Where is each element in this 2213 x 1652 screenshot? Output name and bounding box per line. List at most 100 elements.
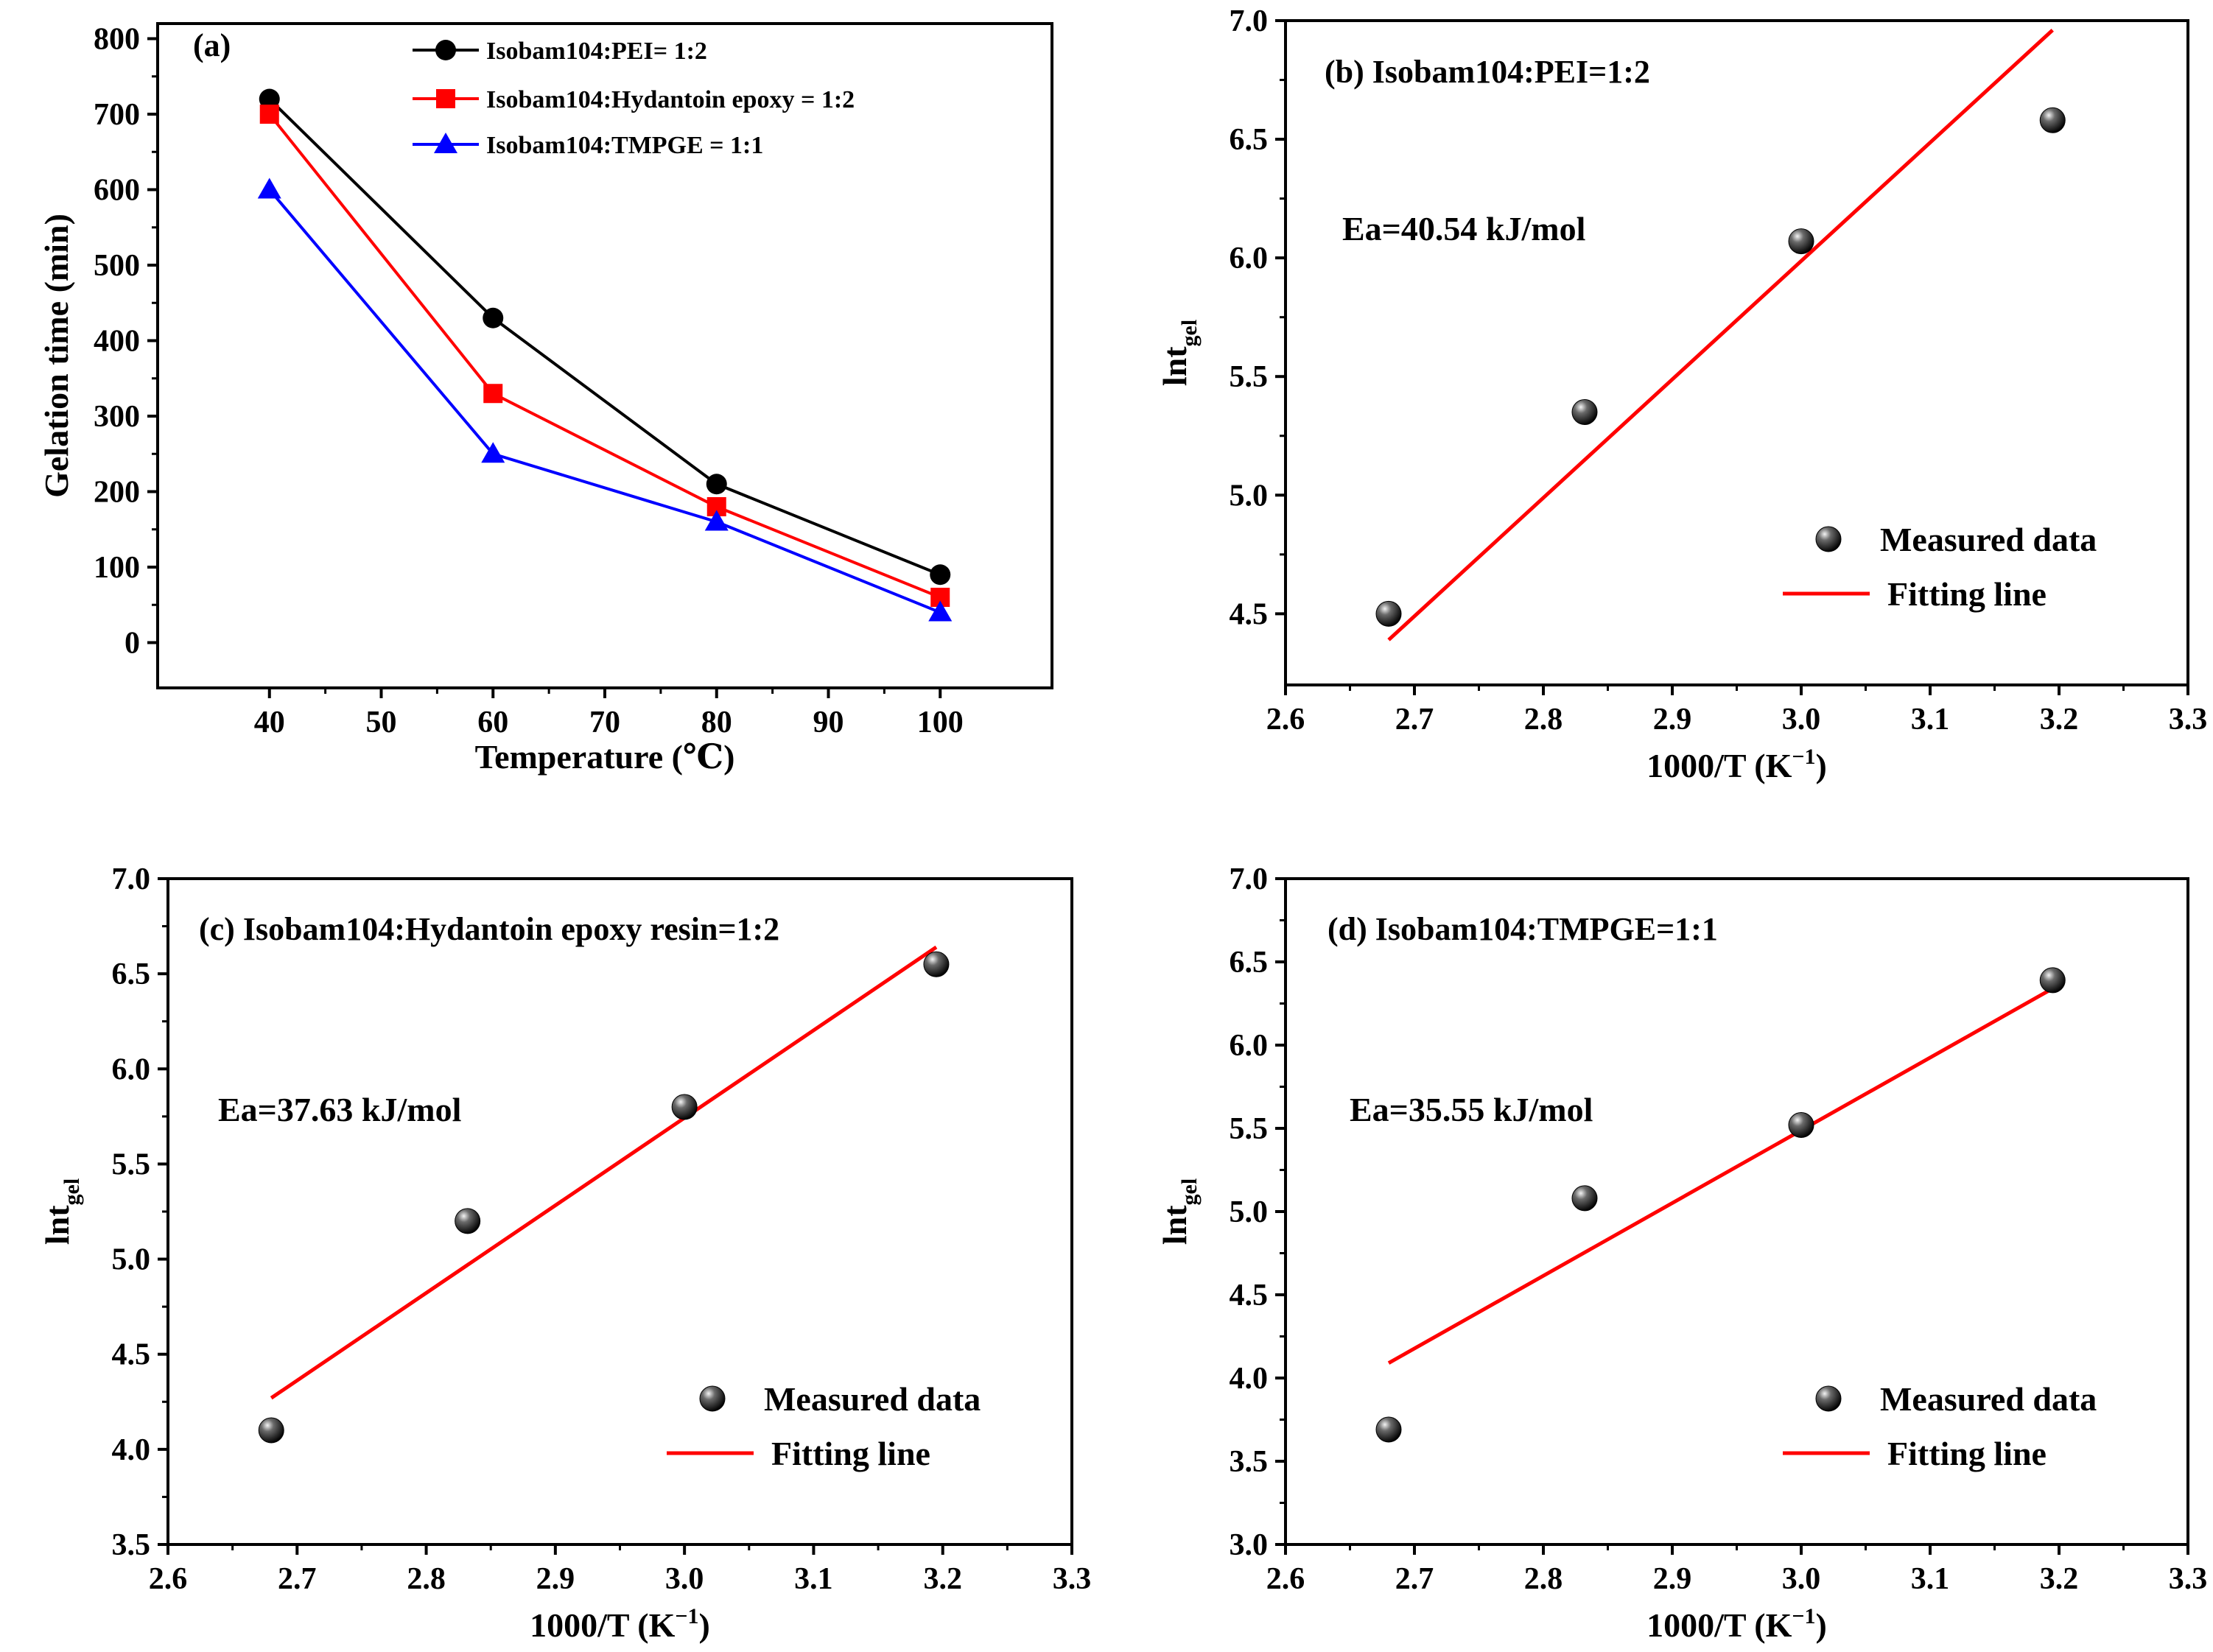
- y-tick-label: 7.0: [1230, 862, 1269, 896]
- fitting-line: [270, 945, 938, 1400]
- x-tick-label: 3.2: [923, 1562, 962, 1596]
- measured-data-point: [455, 1208, 481, 1234]
- measured-data-point: [923, 951, 950, 977]
- legend-marker-measured: [699, 1385, 726, 1412]
- x-tick-label: 2.7: [278, 1562, 317, 1596]
- legend-label-measured: Measured data: [764, 1380, 981, 1418]
- y-tick-label: 200: [94, 476, 140, 510]
- chart-panel-c: 2.6 2.7 2.8 2.9 3.0 3.1 3.2 3.3 3.5 4.0 4.5 5.0 5.5 6…: [38, 862, 1091, 1644]
- y-tick-label: 700: [94, 98, 140, 132]
- y-tick-label: 6.0: [112, 1052, 151, 1086]
- y-axis-label: Gelation time (min): [38, 214, 75, 498]
- x-tick-label: 2.9: [536, 1562, 575, 1596]
- fitting-line: [1387, 986, 2054, 1365]
- x-axis-label: 1000/T (K−1): [1646, 745, 1827, 784]
- data-point: [259, 105, 279, 124]
- panel-c-plot-frame: [166, 877, 1073, 1546]
- x-tick-label: 2.6: [1266, 703, 1305, 737]
- activation-energy-annotation: Ea=35.55 kJ/mol: [1350, 1091, 1593, 1128]
- x-tick-label: 3.1: [1911, 703, 1950, 737]
- legend: Measured data Fitting line: [667, 1380, 981, 1472]
- x-tick-label: 3.0: [665, 1562, 704, 1596]
- x-tick-label: 70: [589, 706, 620, 739]
- y-axis-label-sub: gel: [60, 1178, 84, 1206]
- data-point: [928, 600, 953, 622]
- series-0: [259, 88, 951, 586]
- y-tick-label: 4.0: [112, 1433, 151, 1467]
- y-tick-label: 6.0: [1230, 242, 1269, 275]
- x-tick-label: 50: [366, 706, 397, 739]
- y-tick-label: 5.0: [1230, 479, 1269, 513]
- measured-data-point: [2039, 967, 2066, 994]
- y-tick-label: 600: [94, 174, 140, 208]
- y-axis-label-sub: gel: [1177, 1178, 1202, 1206]
- x-tick-label: 80: [701, 706, 732, 739]
- x-tick-label: 3.2: [2040, 703, 2079, 737]
- x-axis-label-close: ): [1816, 747, 1827, 784]
- legend: Measured data Fitting line: [1783, 521, 2097, 613]
- x-axis-label-main: 1000/T (K: [530, 1606, 675, 1644]
- legend-label: Isobam104:TMPGE = 1:1: [486, 132, 763, 159]
- panel-label: (a): [193, 27, 231, 63]
- legend-marker: [434, 133, 457, 153]
- x-tick-label: 100: [917, 706, 964, 739]
- y-tick-label: 300: [94, 400, 140, 434]
- x-tick-label: 2.7: [1395, 703, 1434, 737]
- legend-label-measured: Measured data: [1880, 521, 2097, 558]
- y-axis-label-main: lnt: [38, 1205, 76, 1245]
- measured-data-point: [1375, 600, 1402, 627]
- x-tick-label: 2.6: [149, 1562, 188, 1596]
- x-tick-label: 2.7: [1395, 1562, 1434, 1596]
- measured-data-point: [1571, 399, 1598, 426]
- series-1: [259, 105, 950, 607]
- x-tick-label: 3.3: [2169, 703, 2208, 737]
- y-tick-label: 100: [94, 551, 140, 585]
- measured-data-point: [1788, 1111, 1814, 1138]
- y-axis-label-main: lnt: [1156, 346, 1193, 386]
- y-tick-label: 3.0: [1230, 1528, 1269, 1562]
- legend-label-fit: Fitting line: [1887, 1435, 2047, 1472]
- legend-marker: [435, 40, 456, 60]
- data-point: [930, 564, 951, 586]
- x-axis-label-sup: −1: [1792, 745, 1815, 769]
- y-tick-label: 5.5: [1230, 360, 1269, 394]
- data-point: [481, 442, 505, 463]
- chart-panel-a: 40 50 60 70 80 90 100 0 100 200 300 400 500 600 700 800…: [38, 22, 1053, 776]
- x-tick-label: 3.2: [2040, 1562, 2079, 1596]
- data-point: [257, 177, 281, 199]
- series-line: [268, 189, 941, 614]
- y-axis-label: lntgel: [38, 1178, 84, 1245]
- x-tick-label: 2.8: [1524, 703, 1563, 737]
- y-axis-label: lntgel: [1156, 320, 1202, 386]
- y-tick-label: 5.5: [112, 1147, 151, 1181]
- legend-label: Isobam104:PEI= 1:2: [486, 38, 707, 65]
- chart-panel-b: 2.6 2.7 2.8 2.9 3.0 3.1 3.2 3.3 4.5 5.0 5.5 6.0 6.5 7…: [1156, 4, 2207, 784]
- panel-label: (c) Isobam104:Hydantoin epoxy resin=1:2: [199, 911, 779, 947]
- legend-marker: [436, 89, 455, 108]
- panel-label: (b) Isobam104:PEI=1:2: [1325, 54, 1650, 90]
- x-tick-label: 60: [477, 706, 508, 739]
- y-tick-label: 5.0: [112, 1243, 151, 1277]
- data-point: [706, 474, 727, 495]
- measured-data-point: [1375, 1416, 1402, 1443]
- y-tick-label: 6.5: [1230, 946, 1269, 980]
- x-axis-label-main: 1000/T (K: [1646, 747, 1792, 784]
- data-point: [704, 510, 729, 531]
- y-tick-label: 800: [94, 23, 140, 57]
- y-axis-label: lntgel: [1156, 1178, 1202, 1245]
- data-point: [259, 88, 280, 110]
- x-axis-label-main: 1000/T (K: [1646, 1606, 1792, 1644]
- measured-data-point: [2039, 107, 2066, 133]
- x-axis-label-sup: −1: [1792, 1604, 1815, 1628]
- legend-marker-measured: [1815, 526, 1842, 552]
- y-tick-label: 6.5: [1230, 123, 1269, 157]
- legend-label-measured: Measured data: [1880, 1380, 2097, 1418]
- legend: Isobam104:PEI= 1:2 Isobam104:Hydantoin ep…: [413, 38, 855, 159]
- data-point: [483, 307, 504, 328]
- data-point: [483, 384, 503, 404]
- x-tick-label: 3.0: [1782, 703, 1821, 737]
- legend: Measured data Fitting line: [1783, 1380, 2097, 1472]
- x-tick-label: 90: [813, 706, 844, 739]
- x-tick-label: 2.9: [1653, 1562, 1692, 1596]
